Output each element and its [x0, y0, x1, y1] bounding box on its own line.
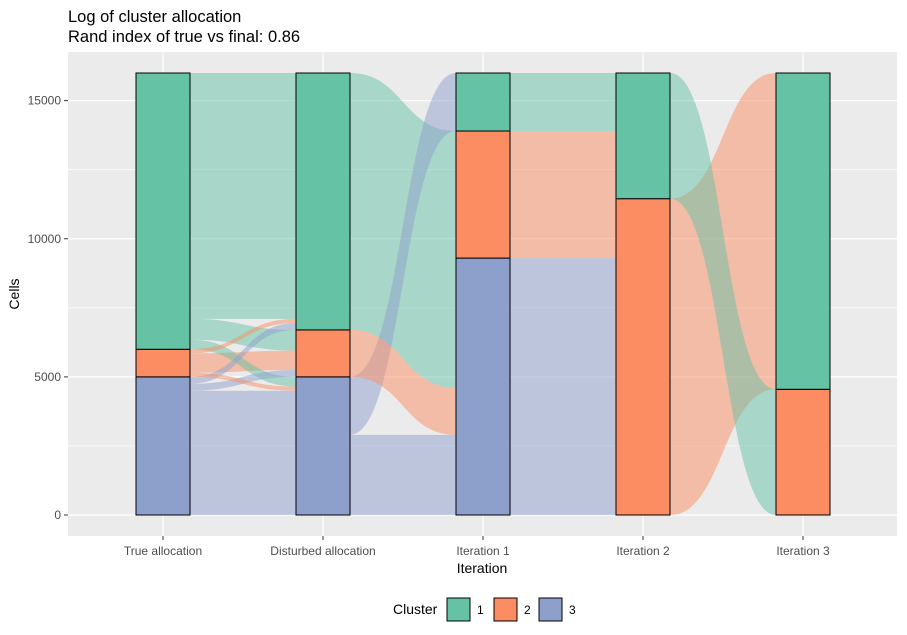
stack-segment-iteration-2-cluster-1 — [615, 72, 671, 200]
legend-key-cluster-2 — [493, 597, 518, 622]
x-axis: True allocation Disturbed allocation Itera… — [124, 536, 830, 558]
x-tick-label: Iteration 3 — [776, 544, 830, 558]
flow-ribbons — [190, 73, 776, 515]
y-tick-label: 5000 — [34, 370, 61, 384]
stack-segment-iteration-1-cluster-2 — [455, 130, 511, 259]
x-tick-label: Iteration 1 — [456, 544, 510, 558]
stack-segment-true-allocation-cluster-2 — [135, 348, 191, 378]
stage-stacks — [135, 72, 831, 516]
stack-segment-disturbed-allocation-cluster-3 — [295, 376, 351, 516]
legend-label-cluster-3: 3 — [569, 603, 576, 617]
stack-segment-disturbed-allocation-cluster-2 — [295, 329, 351, 378]
y-tick-label: 0 — [54, 508, 61, 522]
flow-disturbed-allocation-cluster-3-to-3 — [350, 434, 456, 515]
chart-title: Log of cluster allocation — [68, 8, 241, 26]
flow-true-allocation-cluster-1-to-1 — [190, 73, 296, 319]
flow-true-allocation-cluster-2-to-3 — [190, 372, 296, 391]
flow-iteration-1-cluster-1-to-1 — [510, 73, 616, 132]
chart-subtitle: Rand index of true vs final: 0.86 — [68, 28, 300, 46]
flow-iteration-2-cluster-1-to-2 — [670, 73, 776, 515]
legend-key-cluster-1 — [446, 597, 471, 622]
flow-true-allocation-cluster-3-to-1 — [190, 323, 296, 384]
flow-iteration-1-cluster-2-to-1 — [510, 131, 616, 199]
flow-disturbed-allocation-cluster-2-to-3 — [350, 329, 456, 435]
stack-segment-iteration-2-cluster-2 — [615, 198, 671, 516]
stack-segment-true-allocation-cluster-3 — [135, 376, 191, 516]
x-tick-label: Disturbed allocation — [270, 544, 375, 558]
legend-title: Cluster — [393, 601, 438, 617]
y-tick-label: 10000 — [28, 232, 62, 246]
legend-key-cluster-3 — [538, 597, 563, 622]
stack-segment-true-allocation-cluster-1 — [135, 72, 191, 350]
stack-segment-iteration-3-cluster-2 — [775, 388, 831, 516]
stack-segment-iteration-1-cluster-3 — [455, 257, 511, 516]
x-tick-label: Iteration 2 — [616, 544, 670, 558]
x-axis-title: Iteration — [457, 560, 508, 576]
x-tick-label: True allocation — [124, 544, 202, 558]
y-axis-title: Cells — [6, 278, 22, 309]
flow-iteration-1-cluster-2-to-2 — [510, 198, 616, 259]
stack-segment-iteration-3-cluster-1 — [775, 72, 831, 390]
stack-segment-disturbed-allocation-cluster-1 — [295, 72, 351, 331]
legend: Cluster 1 2 3 — [393, 597, 576, 622]
flow-iteration-1-cluster-3-to-2 — [510, 258, 616, 515]
y-tick-label: 15000 — [28, 94, 62, 108]
y-axis: 0 5000 10000 15000 — [28, 94, 68, 522]
flow-true-allocation-cluster-2-to-1 — [190, 318, 296, 354]
flow-disturbed-allocation-cluster-1-to-2 — [350, 73, 456, 259]
flow-true-allocation-cluster-3-to-3 — [190, 390, 296, 515]
flow-disturbed-allocation-cluster-1-to-3 — [350, 200, 456, 388]
legend-label-cluster-1: 1 — [477, 603, 484, 617]
legend-label-cluster-2: 2 — [524, 603, 531, 617]
flow-disturbed-allocation-cluster-3-to-1 — [350, 73, 456, 435]
stack-segment-iteration-1-cluster-1 — [455, 72, 511, 132]
